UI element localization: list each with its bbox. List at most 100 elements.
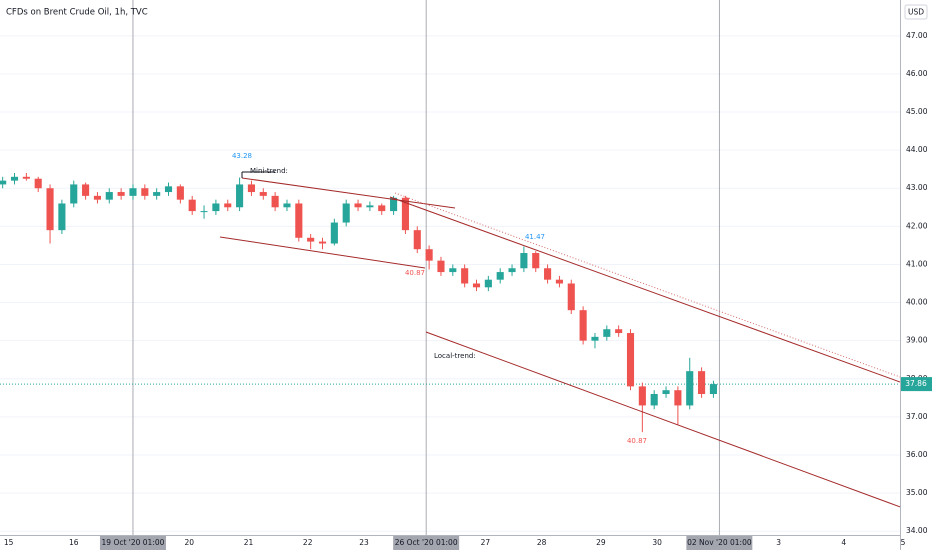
x-tick-label: 26 Oct '20 01:00 (395, 538, 458, 547)
candle-body (449, 268, 457, 273)
trend-line (425, 331, 900, 508)
y-tick-label: 44.00 (906, 145, 928, 154)
candle-body (413, 230, 421, 250)
annotation: 41.47 (525, 233, 545, 241)
candle-body (105, 192, 113, 200)
candle-body (34, 178, 42, 189)
last-price-box (901, 377, 932, 392)
candle-body (366, 205, 374, 208)
candle-body (283, 203, 291, 208)
trend-line (389, 196, 900, 383)
y-tick-label: 46.00 (906, 69, 928, 78)
candle-body (295, 203, 303, 238)
x-tick-label: 30 (652, 538, 662, 547)
candle-body (437, 260, 445, 273)
x-tick-label: 23 (359, 538, 369, 547)
candle-body (318, 241, 327, 244)
candle-body (354, 203, 362, 208)
y-tick-label: 37.00 (906, 412, 928, 421)
candle-body (461, 268, 469, 284)
y-tick-label: 47.00 (906, 31, 928, 40)
y-tick-label: 36.00 (906, 450, 928, 459)
candles (0, 172, 717, 433)
x-tick-label: 21 (244, 538, 254, 547)
candle-body (555, 279, 563, 284)
candle-body (176, 186, 184, 200)
candle-body (508, 268, 516, 273)
trend-line (394, 192, 900, 378)
candle-body (532, 253, 540, 269)
x-tick-label: 20 (184, 538, 194, 547)
annotation: 40.87 (627, 437, 647, 445)
candle-body (164, 186, 173, 193)
candle-body (662, 390, 670, 395)
candle-body (638, 386, 646, 406)
x-tick-label: 28 (537, 538, 547, 547)
currency-box (904, 4, 928, 20)
annotation: 40.87 (405, 269, 425, 277)
y-tick-label: 40.00 (906, 298, 928, 307)
x-tick-label: 5 (901, 538, 906, 547)
candle-body (484, 279, 492, 288)
x-tick-highlight (686, 536, 753, 550)
candle-body (259, 192, 267, 196)
candle-body (390, 197, 398, 212)
candle-body (58, 203, 66, 231)
candle-body (330, 222, 338, 244)
candle-body (141, 188, 149, 196)
candle-body (82, 184, 90, 196)
x-tick-label: 3 (776, 538, 781, 547)
candle-body (93, 195, 101, 200)
candle-body (674, 390, 682, 406)
annotation: Mini-trend: (250, 167, 288, 175)
y-tick-label: 35.00 (906, 488, 928, 497)
trend-line (219, 236, 426, 269)
candle-body (70, 184, 78, 204)
y-tick-label: 45.00 (906, 107, 928, 116)
candle-body (544, 268, 552, 280)
candle-body (117, 192, 125, 196)
y-tick-label: 41.00 (906, 259, 928, 268)
candle-body (603, 329, 611, 337)
candle-body (520, 253, 528, 269)
y-tick-label: 39.00 (906, 336, 928, 345)
candle-body (342, 203, 350, 223)
x-tick-label: 16 (69, 538, 79, 547)
candle-body (567, 283, 575, 311)
x-tick-highlight (393, 536, 460, 550)
y-tick-label: 34.00 (906, 526, 928, 535)
chart-title: CFDs on Brent Crude Oil, 1h, TVC (6, 8, 148, 18)
trend-line (241, 177, 456, 209)
candle-body (129, 188, 137, 196)
candle-body (401, 197, 409, 231)
x-tick-highlight (99, 536, 166, 550)
candle-body (615, 329, 623, 334)
candle-body (698, 371, 706, 395)
candle-body (378, 205, 386, 212)
candle-body (22, 176, 30, 179)
candle-body (579, 310, 587, 341)
annotation: Local-trend: (434, 352, 476, 360)
y-tick-label: 42.00 (906, 221, 928, 230)
candle-body (271, 195, 279, 208)
candle-body (472, 283, 481, 288)
candle-body (200, 211, 208, 213)
candle-body (425, 249, 433, 261)
candle-body (307, 237, 315, 242)
candle-body (224, 203, 232, 208)
candle-body (188, 199, 196, 212)
candle-body (46, 188, 54, 231)
candle-body (709, 384, 717, 395)
candle-body (10, 176, 19, 181)
x-tick-label: 19 Oct '20 01:00 (102, 538, 165, 547)
candle-body (247, 184, 255, 193)
candle-body (686, 371, 694, 406)
candle-body (650, 394, 658, 406)
grid (0, 0, 900, 535)
axes: 34.0035.0036.0037.0038.0039.0040.0041.00… (4, 31, 932, 550)
x-tick-label: 27 (481, 538, 491, 547)
currency: USD (908, 8, 924, 17)
last-price-label: 37.86 (905, 379, 927, 388)
candle-body (153, 192, 161, 196)
candle-body (496, 272, 504, 280)
